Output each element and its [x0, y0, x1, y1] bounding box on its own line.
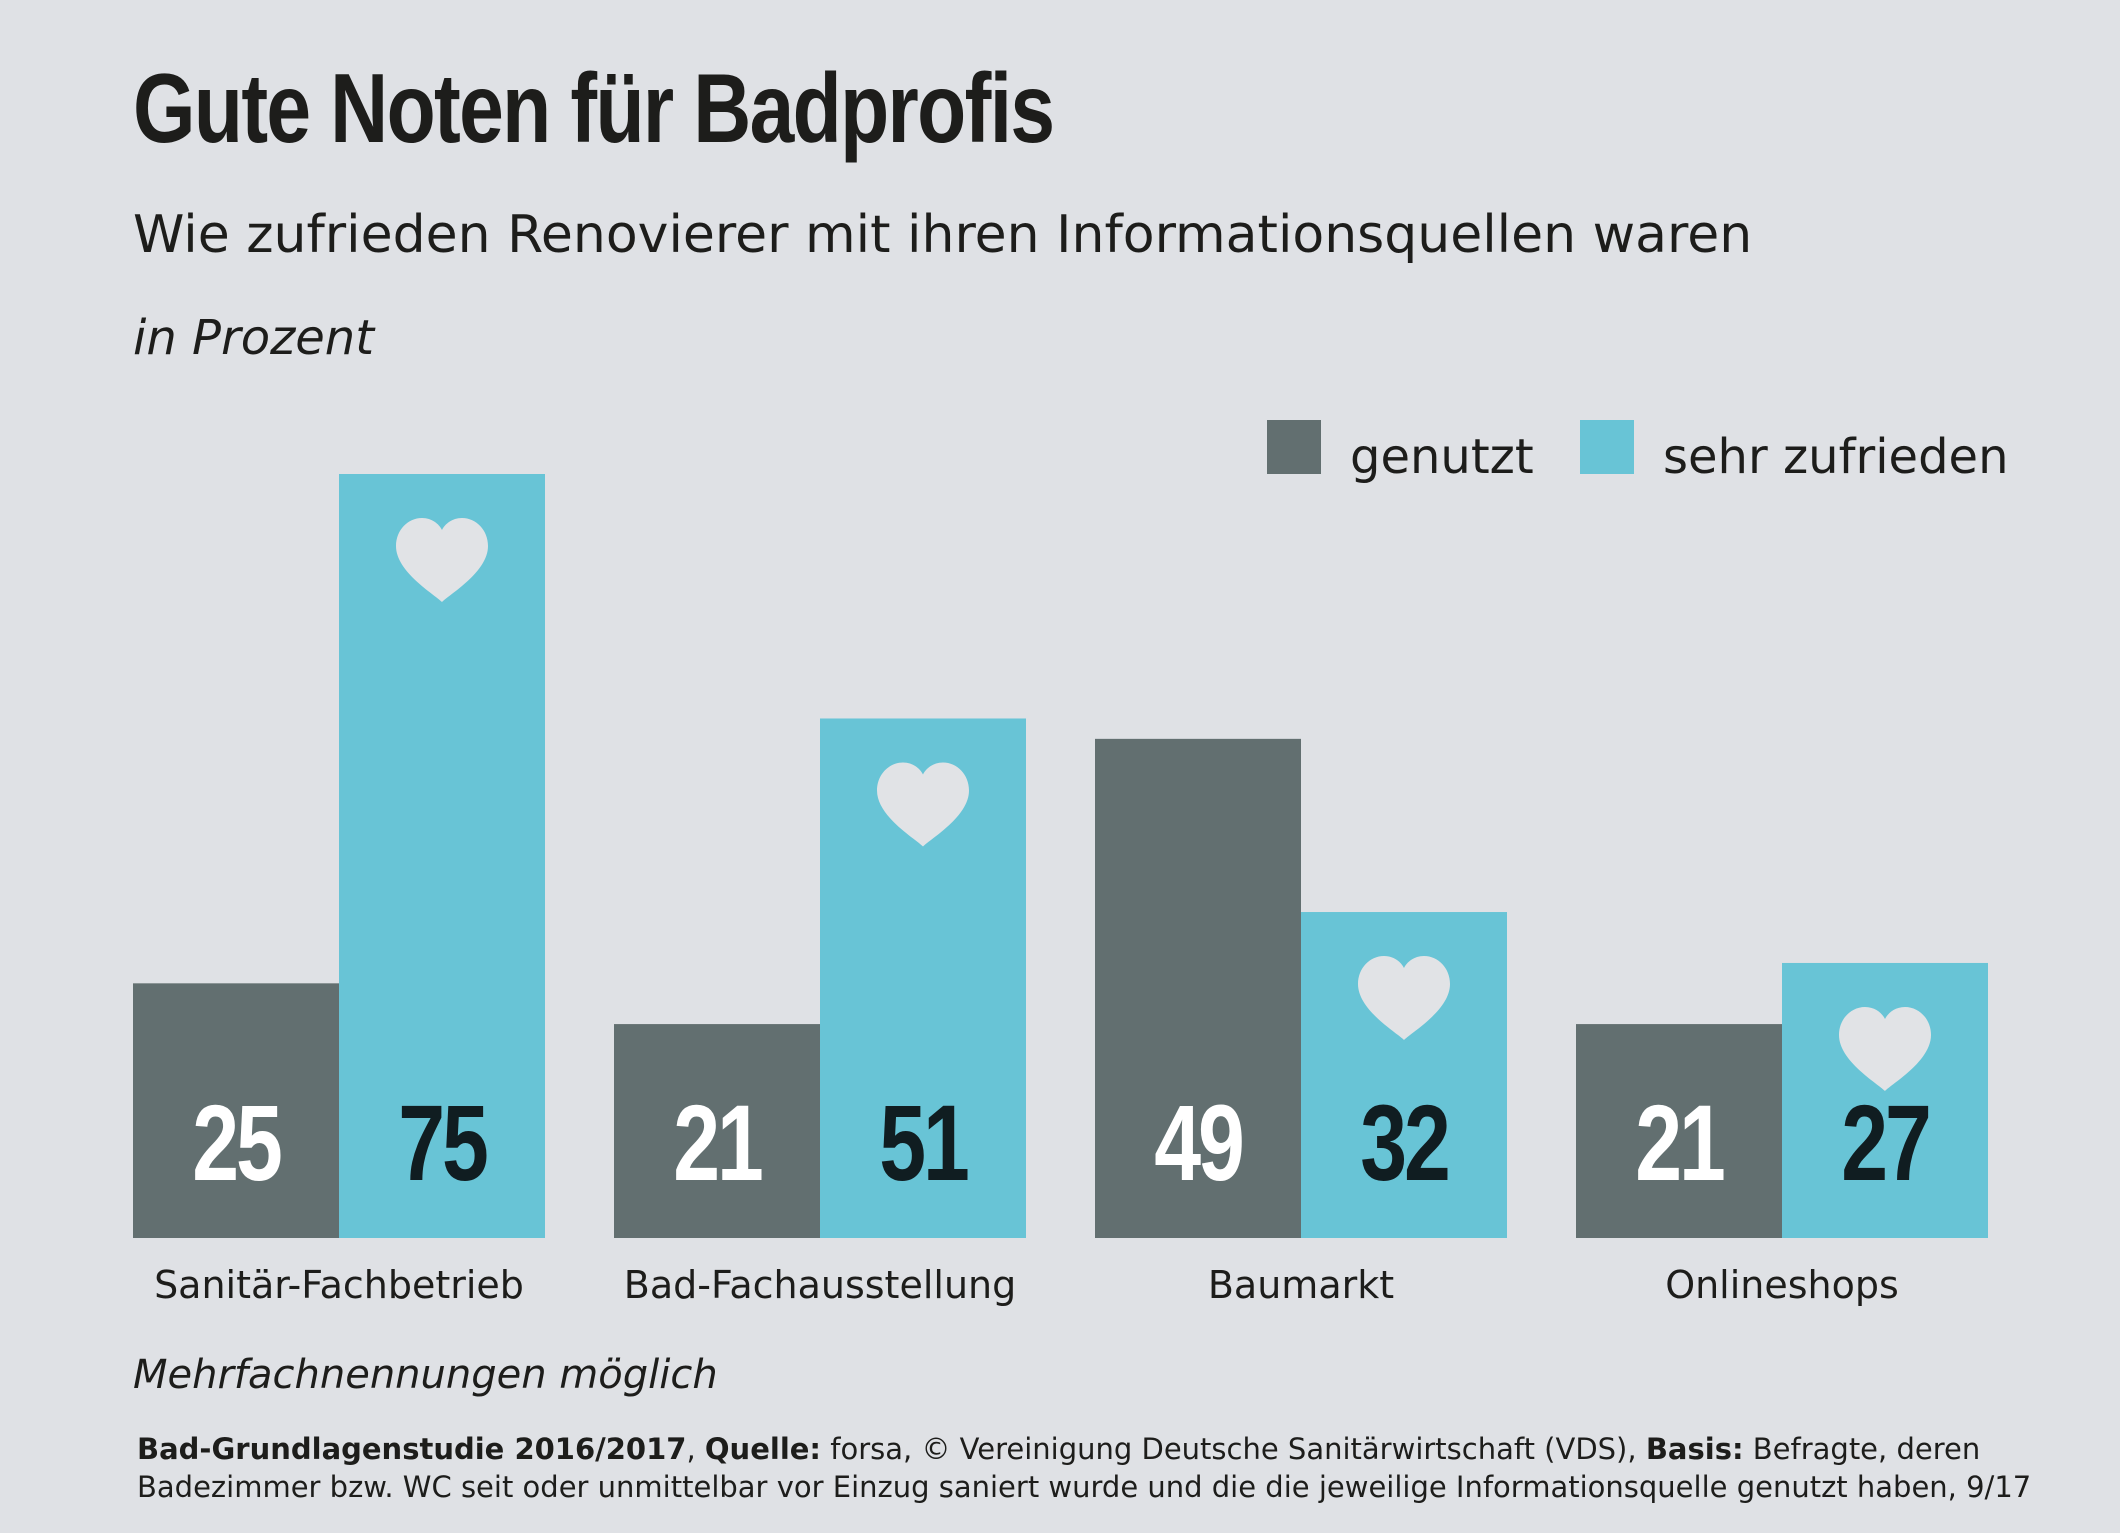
source-text: forsa, © Vereinigung Deutsche Sanitärwir… [821, 1432, 1646, 1466]
data-label-sehr-zufrieden-3: 27 [1841, 1082, 1928, 1204]
unit-label: in Prozent [133, 310, 375, 366]
data-label-genutzt-3: 21 [1635, 1082, 1724, 1204]
bar-sehr-zufrieden-2 [1301, 912, 1507, 1238]
legend: genutzt sehr zufrieden [1267, 420, 2009, 485]
data-label-genutzt-1: 21 [673, 1082, 762, 1204]
source-note: Bad-Grundlagenstudie 2016/2017, Quelle: … [137, 1430, 2037, 1506]
x-tick-label-3: Onlineshops [1665, 1263, 1899, 1307]
legend-swatch-sehr-zufrieden [1580, 420, 1634, 474]
bar-genutzt-2 [1095, 738, 1301, 1238]
study-label: Bad-Grundlagenstudie 2016/2017 [137, 1432, 687, 1466]
basis-label: Basis: [1645, 1432, 1744, 1466]
data-label-sehr-zufrieden-2: 32 [1360, 1082, 1447, 1204]
legend-label-genutzt: genutzt [1350, 429, 1534, 485]
legend-swatch-genutzt [1267, 420, 1321, 474]
data-label-genutzt-0: 25 [192, 1082, 281, 1204]
legend-label-sehr-zufrieden: sehr zufrieden [1663, 429, 2009, 485]
bar-chart: genutzt sehr zufrieden 25 75 Sanitär-Fachb… [133, 420, 2009, 1307]
bars-group: 25 75 Sanitär-Fachbetrieb 21 51 Bad-Fachausst… [133, 474, 1988, 1307]
data-label-sehr-zufrieden-1: 51 [879, 1082, 968, 1204]
basis-text: Befragte, deren Badezimmer bzw. WC seit … [137, 1432, 2032, 1504]
bar-genutzt-0 [133, 983, 339, 1238]
data-label-genutzt-2: 49 [1154, 1082, 1242, 1204]
chart-subtitle: Wie zufrieden Renovierer mit ihren Infor… [133, 205, 1753, 265]
data-label-sehr-zufrieden-0: 75 [398, 1082, 487, 1204]
footnote: Mehrfachnennungen möglich [133, 1352, 718, 1398]
x-tick-label-1: Bad-Fachausstellung [624, 1263, 1016, 1307]
x-tick-label-0: Sanitär-Fachbetrieb [154, 1263, 524, 1307]
x-tick-label-2: Baumarkt [1208, 1263, 1394, 1307]
bar-genutzt-3 [1576, 1024, 1782, 1238]
bar-sehr-zufrieden-3 [1782, 962, 1988, 1238]
source-separator: , [686, 1432, 705, 1466]
bar-genutzt-1 [614, 1024, 820, 1238]
source-label: Quelle: [704, 1432, 822, 1466]
chart-title: Gute Noten für Badprofis [133, 53, 1055, 163]
